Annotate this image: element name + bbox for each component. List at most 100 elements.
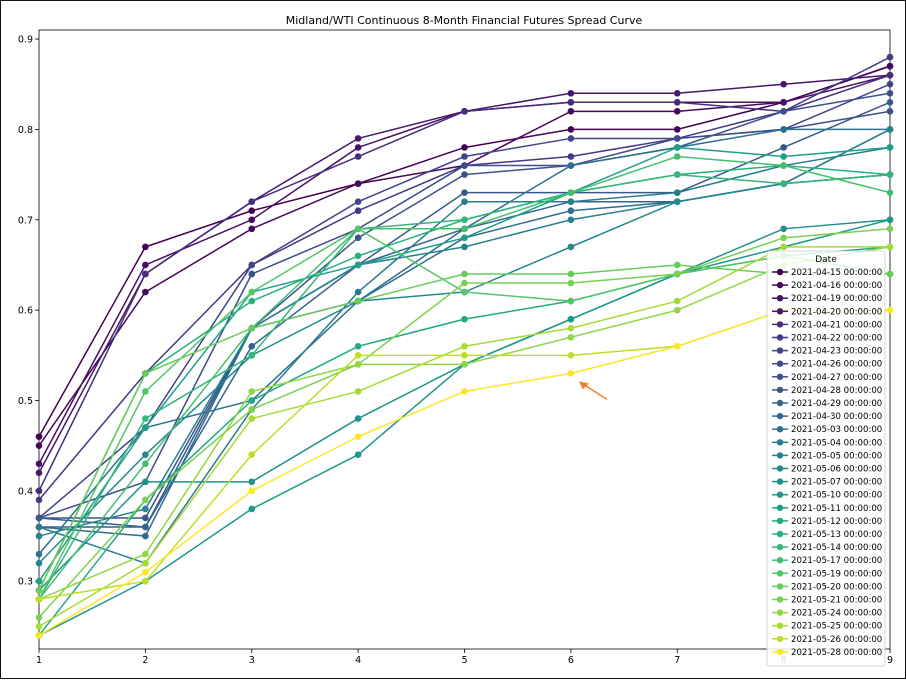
data-point (567, 98, 575, 106)
legend-entry: 2021-05-13 00:00:00 (772, 530, 882, 540)
data-point (142, 577, 149, 585)
data-point (461, 288, 468, 296)
data-point (354, 153, 362, 160)
data-point (142, 288, 149, 296)
legend-entry: 2021-04-23 00:00:00 (772, 347, 882, 357)
data-point (567, 270, 575, 278)
data-point (35, 614, 43, 621)
legend-swatch-marker (776, 570, 784, 577)
x-tick-label: 9 (887, 655, 893, 666)
data-point (35, 487, 43, 495)
data-point (354, 234, 362, 242)
data-point (886, 126, 894, 133)
legend-entry: 2021-04-15 00:00:00 (772, 268, 882, 278)
data-point (673, 261, 681, 269)
data-point (248, 288, 256, 296)
legend-swatch-marker (776, 517, 784, 525)
legend-entry: 2021-05-19 00:00:00 (772, 569, 882, 579)
legend-swatch-marker (776, 504, 784, 511)
x-tick-label: 5 (461, 655, 467, 666)
legend-title: Date (815, 255, 837, 265)
legend-entry: 2021-04-22 00:00:00 (772, 334, 882, 344)
data-point (886, 71, 894, 79)
data-point (248, 478, 256, 486)
series-path (38, 65, 891, 438)
data-point (35, 559, 43, 567)
data-point (567, 279, 575, 287)
data-point (780, 243, 787, 251)
series-line (35, 126, 894, 540)
data-point (886, 216, 894, 224)
series-line (35, 243, 894, 630)
data-point (354, 261, 362, 269)
legend-entry: 2021-05-21 00:00:00 (772, 596, 882, 606)
data-point (354, 225, 362, 233)
data-point (780, 98, 787, 106)
data-point (886, 189, 894, 196)
data-point (673, 198, 681, 205)
legend-swatch-marker (776, 347, 784, 354)
data-point (673, 89, 681, 97)
data-point (567, 216, 575, 224)
data-point (35, 550, 43, 558)
legend-entry: 2021-05-05 00:00:00 (772, 451, 882, 461)
legend-label: 2021-05-19 00:00:00 (791, 569, 882, 579)
legend-label: 2021-05-11 00:00:00 (791, 504, 882, 514)
data-point (886, 89, 894, 97)
data-point (35, 460, 43, 468)
legend-entry: 2021-05-06 00:00:00 (772, 465, 882, 475)
legend-entry: 2021-04-21 00:00:00 (772, 320, 882, 330)
data-point (248, 216, 256, 224)
data-point (886, 108, 894, 115)
data-point (248, 451, 256, 459)
legend-swatch-marker (776, 281, 784, 289)
legend-swatch-marker (776, 452, 784, 459)
data-point (142, 270, 149, 278)
legend-label: 2021-05-06 00:00:00 (791, 465, 882, 475)
data-point (780, 162, 787, 169)
chart-title: Midland/WTI Continuous 8-Month Financial… (286, 14, 643, 27)
data-point (886, 306, 894, 314)
data-point (354, 252, 362, 260)
series-path (38, 56, 891, 501)
x-tick-label: 3 (249, 655, 255, 666)
legend-entry: 2021-05-07 00:00:00 (772, 478, 882, 488)
data-point (248, 207, 256, 215)
data-point (142, 415, 149, 422)
legend-label: 2021-05-04 00:00:00 (791, 438, 882, 448)
data-point (354, 342, 362, 350)
legend-swatch-marker (776, 399, 784, 407)
legend-entry: 2021-05-03 00:00:00 (772, 425, 882, 435)
legend-entry: 2021-04-29 00:00:00 (772, 399, 882, 409)
data-point (248, 388, 256, 395)
legend-label: 2021-05-05 00:00:00 (791, 451, 882, 461)
data-point (673, 270, 681, 278)
y-tick-label: 0.3 (18, 577, 33, 588)
data-point (673, 108, 681, 115)
data-point (142, 559, 149, 567)
legend-entry: 2021-04-28 00:00:00 (772, 386, 882, 396)
series-path (38, 173, 891, 564)
legend-label: 2021-05-26 00:00:00 (791, 635, 882, 645)
data-point (35, 469, 43, 477)
data-point (567, 243, 575, 251)
data-point (567, 126, 575, 133)
legend-entry: 2021-05-11 00:00:00 (772, 504, 882, 514)
legend-swatch-marker (776, 478, 784, 485)
legend-swatch-marker (776, 386, 784, 394)
data-point (461, 315, 468, 323)
data-point (354, 198, 362, 205)
data-point (567, 315, 575, 323)
legend-label: 2021-05-03 00:00:00 (791, 425, 882, 435)
data-point (142, 514, 149, 522)
data-point (142, 261, 149, 269)
data-point (461, 234, 468, 242)
data-point (35, 532, 43, 540)
data-point (886, 98, 894, 106)
data-point (248, 342, 256, 350)
data-point (461, 171, 468, 178)
series-line (35, 261, 894, 594)
series-line (35, 53, 894, 504)
legend-swatch-marker (776, 557, 784, 564)
data-point (461, 198, 468, 205)
